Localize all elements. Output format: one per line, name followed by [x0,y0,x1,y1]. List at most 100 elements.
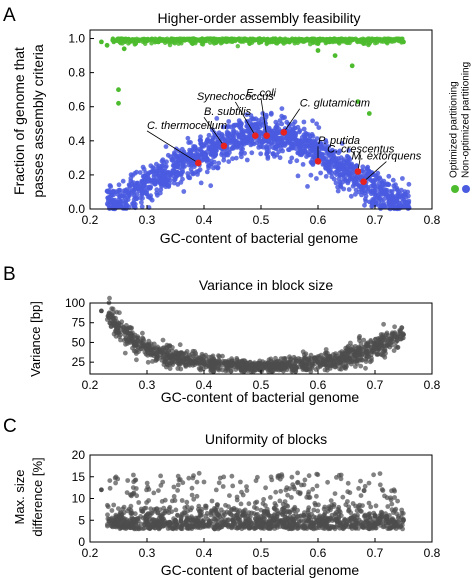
variance-point [140,335,145,341]
uniformity-point [275,473,281,479]
nonoptimized-point [134,169,139,175]
uniformity-point [268,495,273,500]
uniformity-point [228,507,234,513]
nonoptimized-point [201,156,207,162]
nonoptimized-point [213,164,219,170]
variance-point [170,345,175,350]
variance-point [373,336,378,342]
nonoptimized-point [258,151,264,157]
x-tick-label: 0.7 [367,213,384,227]
nonoptimized-point [123,188,128,193]
nonoptimized-point [336,176,342,182]
nonoptimized-point [280,148,285,154]
variance-point [369,358,374,363]
variance-point [356,344,361,350]
nonoptimized-point [286,147,291,153]
uniformity-point [118,525,124,530]
optimized-point [376,38,381,43]
uniformity-point [136,500,142,505]
uniformity-point [219,524,225,530]
uniformity-point [314,483,320,489]
nonoptimized-point [292,141,298,147]
y-tick-label: 0.6 [68,100,85,114]
nonoptimized-point [322,161,327,167]
uniformity-point [366,513,372,519]
nonoptimized-point [297,128,303,134]
variance-point [200,366,206,372]
nonoptimized-point [224,129,230,135]
uniformity-point [306,514,312,520]
nonoptimized-point [346,148,352,153]
uniformity-point [267,521,273,526]
nonoptimized-point [120,178,126,184]
nonoptimized-point [327,168,333,174]
variance-point [300,367,306,372]
uniformity-point [253,512,259,518]
uniformity-point [400,511,406,516]
nonoptimized-point [277,155,283,161]
nonoptimized-point [390,177,396,183]
nonoptimized-point [304,142,310,148]
nonoptimized-point [149,197,155,203]
variance-point [140,330,145,336]
optimized-point [251,36,256,42]
nonoptimized-point [376,181,382,186]
variance-point [359,357,365,363]
nonoptimized-point [363,198,369,204]
nonoptimized-point [321,156,327,162]
y-tick-label: 0.8 [68,66,85,80]
uniformity-point [156,488,161,493]
variance-point [323,347,329,352]
uniformity-point [144,522,150,527]
uniformity-point [297,490,303,496]
uniformity-point [389,488,394,494]
nonoptimized-point [360,164,366,170]
uniformity-point [289,526,294,532]
uniformity-point [315,517,321,523]
uniformity-point [176,522,182,528]
uniformity-point [215,502,220,508]
x-tick-label: 0.5 [253,213,270,227]
nonoptimized-point [164,177,170,183]
uniformity-point [332,491,338,496]
nonoptimized-point [181,189,187,194]
uniformity-point [362,483,368,489]
nonoptimized-point [248,113,254,118]
nonoptimized-point [314,121,319,127]
uniformity-point [107,485,113,491]
nonoptimized-point [317,140,323,146]
uniformity-point [115,476,121,482]
nonoptimized-point [310,118,315,124]
nonoptimized-point [323,174,329,179]
panel-letter-b: B [3,264,16,285]
uniformity-point [314,471,320,477]
nonoptimized-point [208,152,214,157]
uniformity-point [189,492,195,498]
nonoptimized-point [187,147,193,153]
nonoptimized-point [289,155,295,161]
uniformity-point [290,482,296,487]
nonoptimized-point [294,137,300,143]
uniformity-point [346,508,351,514]
nonoptimized-point [139,204,145,210]
y-tick-label: 100 [65,296,85,310]
nonoptimized-point [266,138,272,144]
variance-point [176,362,182,368]
uniformity-point [194,479,200,485]
uniformity-point [175,488,181,493]
uniformity-point [159,513,164,518]
variance-point [301,352,307,358]
uniformity-point [238,501,244,507]
uniformity-point [246,510,252,515]
y-tick-label: 0.2 [68,168,85,182]
annotation-label: P. putida [318,135,360,147]
nonoptimized-point [324,147,329,153]
uniformity-point [105,502,110,508]
nonoptimized-point [167,172,172,178]
nonoptimized-point [394,193,400,199]
nonoptimized-point [227,147,233,152]
nonoptimized-point [238,146,244,151]
variance-point [258,364,264,370]
nonoptimized-point [253,116,259,122]
optimized-point [361,41,366,46]
